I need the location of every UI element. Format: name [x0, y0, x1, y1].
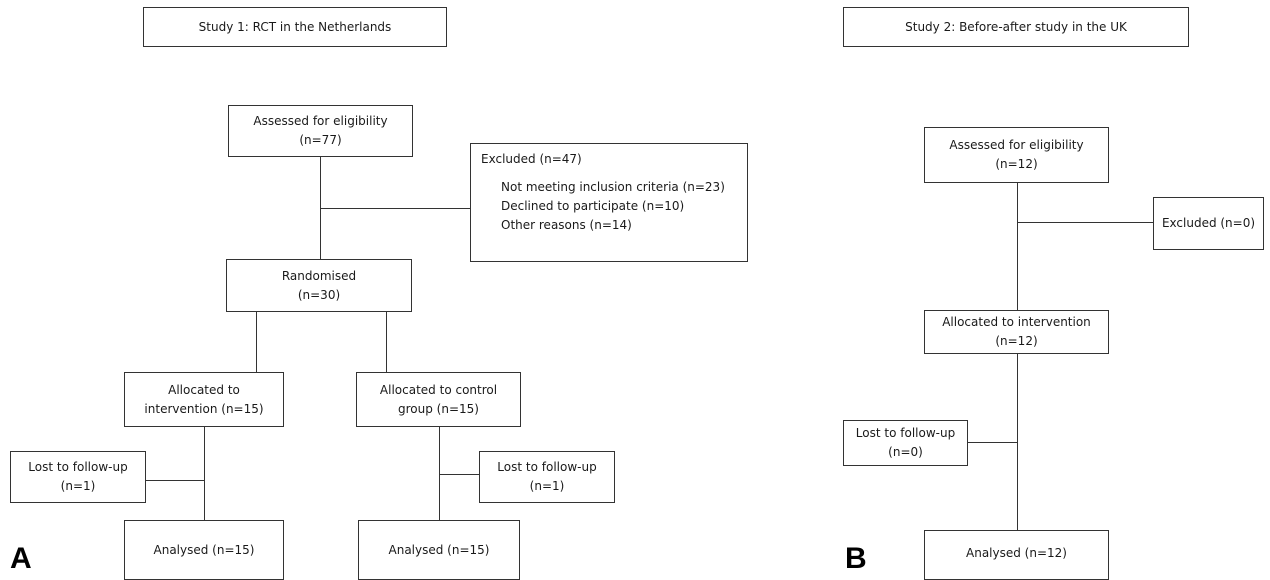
study2-excluded: Excluded (n=0) — [1161, 216, 1256, 230]
study1-randomised-label: Randomised — [281, 268, 357, 283]
study2-title-box: Study 2: Before-after study in the UK — [843, 7, 1189, 47]
study2-allocated-label: Allocated to intervention — [942, 315, 1091, 329]
connector-line — [256, 312, 257, 372]
study1-intervention-analysed: Analysed (n=15) — [153, 543, 255, 557]
connector-line — [320, 208, 470, 209]
study1-control-allocated-box: Allocated to control group (n=15) — [356, 372, 521, 427]
panel-label-a: A — [10, 542, 32, 575]
study1-control-lost-label: Lost to follow-up — [497, 460, 597, 474]
panel-label-b: B — [845, 542, 867, 575]
study1-eligibility-label: Assessed for eligibility — [253, 114, 388, 128]
study1-excluded-box: Excluded (n=47) Not meeting inclusion cr… — [470, 143, 748, 262]
study1-control-analysed-box: Analysed (n=15) — [358, 520, 520, 580]
study2-eligibility-label: Assessed for eligibility — [949, 138, 1084, 152]
study2-eligibility-box: Assessed for eligibility (n=12) — [924, 127, 1109, 183]
study1-control-analysed: Analysed (n=15) — [388, 543, 490, 557]
study1-control-allocated-line1: Allocated to control — [379, 382, 498, 397]
connector-line — [1017, 183, 1018, 310]
study2-allocated-box: Allocated to intervention (n=12) — [924, 310, 1109, 354]
study1-randomised-box: Randomised (n=30) — [226, 259, 412, 312]
study1-control-lost-box: Lost to follow-up (n=1) — [479, 451, 615, 503]
study1-excluded-title: Excluded (n=47) — [481, 152, 582, 166]
study2-allocated-count: (n=12) — [995, 334, 1038, 348]
study1-randomised-count: (n=30) — [297, 287, 341, 302]
study1-eligibility-box: Assessed for eligibility (n=77) — [228, 105, 413, 157]
connector-line — [968, 442, 1017, 443]
study1-control-lost-count: (n=1) — [529, 479, 565, 493]
study2-lost-box: Lost to follow-up (n=0) — [843, 420, 968, 466]
study2-title: Study 2: Before-after study in the UK — [905, 19, 1127, 34]
study1-intervention-allocated-line1: Allocated to — [168, 382, 240, 397]
study1-excluded-reason: Other reasons (n=14) — [501, 218, 632, 232]
study1-intervention-lost-box: Lost to follow-up (n=1) — [10, 451, 146, 503]
connector-line — [204, 427, 205, 520]
connector-line — [386, 312, 387, 372]
study1-intervention-allocated-box: Allocated to intervention (n=15) — [124, 372, 284, 427]
study2-lost-count: (n=0) — [888, 445, 923, 459]
study1-intervention-lost-count: (n=1) — [60, 479, 96, 493]
study2-excluded-box: Excluded (n=0) — [1153, 197, 1264, 250]
study1-title: Study 1: RCT in the Netherlands — [198, 19, 392, 34]
study1-control-allocated-line2: group (n=15) — [398, 401, 479, 416]
connector-line — [1017, 222, 1153, 223]
connector-line — [146, 480, 204, 481]
study1-title-box: Study 1: RCT in the Netherlands — [143, 7, 447, 47]
connector-line — [439, 427, 440, 520]
study2-analysed-box: Analysed (n=12) — [924, 530, 1109, 580]
study1-excluded-reason: Not meeting inclusion criteria (n=23) — [501, 180, 725, 194]
study2-analysed: Analysed (n=12) — [966, 546, 1067, 560]
study1-intervention-analysed-box: Analysed (n=15) — [124, 520, 284, 580]
study1-intervention-lost-label: Lost to follow-up — [28, 460, 128, 474]
study2-lost-label: Lost to follow-up — [855, 426, 956, 440]
connector-line — [439, 474, 479, 475]
study1-excluded-reason: Declined to participate (n=10) — [501, 199, 685, 213]
study1-eligibility-count: (n=77) — [299, 133, 342, 147]
study2-eligibility-count: (n=12) — [995, 157, 1038, 171]
connector-line — [1017, 354, 1018, 530]
study1-intervention-allocated-line2: intervention (n=15) — [144, 401, 264, 416]
